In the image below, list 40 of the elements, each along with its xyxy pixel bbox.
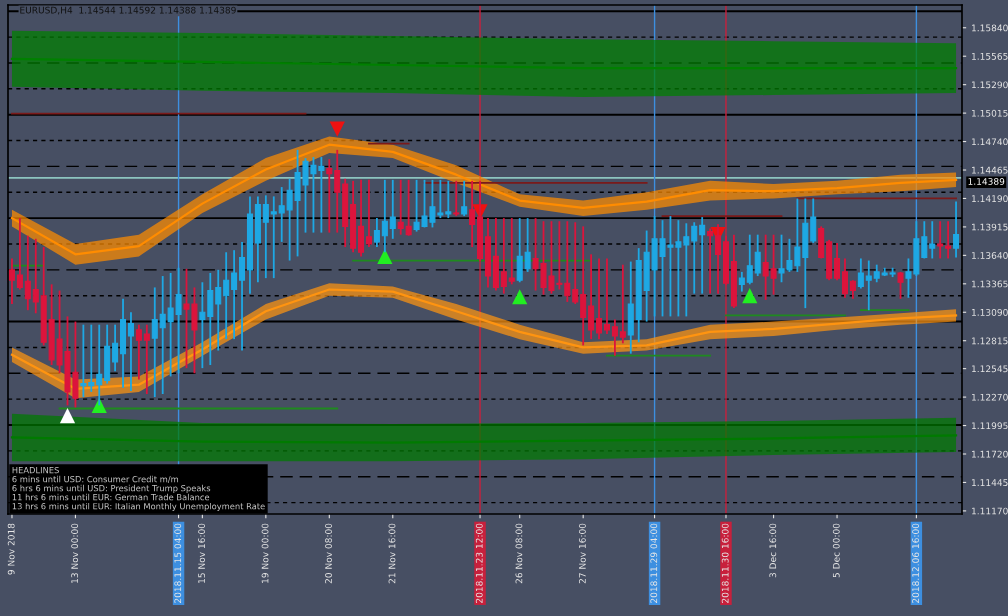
annotation: 13 hrs 6 mins until EUR: Italian Monthly Unemployment Rate xyxy=(12,502,265,511)
y-tick-label: 1.12270 xyxy=(972,393,1008,401)
x-tick-label: 2018.11.30 16:00 xyxy=(721,523,729,603)
y-tick-label: 1.14465 xyxy=(972,166,1008,174)
y-tick-label: 1.11170 xyxy=(972,507,1008,515)
x-tick-label: 2018.12.06 16:00 xyxy=(912,523,919,603)
annotation: 6 mins until USD: Consumer Credit m/m xyxy=(12,475,179,483)
y-tick-label: 1.15840 xyxy=(972,24,1008,32)
annotation: 6 hrs 6 mins until USD: President Trump Speaks xyxy=(12,484,211,493)
y-tick-label: 1.12815 xyxy=(972,337,1008,345)
x-tick-label: 5 Dec 00:00 xyxy=(832,523,840,578)
x-tick-label: 2018.11.15 04:00 xyxy=(174,523,182,603)
x-tick-label: 3 Dec 16:00 xyxy=(769,523,777,578)
chart-title: EURUSD,H4 1.14544 1.14592 1.14388 1.14389 xyxy=(20,6,236,15)
x-tick-label: 27 Nov 16:00 xyxy=(578,523,586,584)
x-tick-label: 2018.11.23 12:00 xyxy=(475,523,483,603)
annotation: HEADLINES xyxy=(12,466,59,474)
y-tick-label: 1.13640 xyxy=(972,252,1008,259)
y-tick-label: 1.14740 xyxy=(972,138,1008,146)
y-tick-label: 1.11720 xyxy=(972,450,1008,458)
y-tick-label: 1.13090 xyxy=(972,308,1008,316)
y-tick-label: 1.15290 xyxy=(972,81,1008,89)
y-tick-label: 1.11995 xyxy=(972,422,1008,430)
ref-line-label: 1.14389 xyxy=(968,178,1005,185)
annotation: 11 hrs 6 mins until EUR: German Trade Balance xyxy=(12,493,210,501)
y-tick-label: 1.12545 xyxy=(972,365,1008,373)
y-tick-label: 1.14190 xyxy=(972,195,1008,203)
y-tick-label: 1.15015 xyxy=(972,109,1008,117)
y-tick-label: 1.13915 xyxy=(972,223,1008,231)
x-tick-label: 20 Nov 08:00 xyxy=(325,523,332,584)
x-tick-label: 21 Nov 16:00 xyxy=(388,523,396,584)
y-tick-label: 1.13365 xyxy=(972,280,1008,288)
y-tick-label: 1.15565 xyxy=(972,52,1008,60)
x-tick-label: 15 Nov 16:00 xyxy=(198,523,205,583)
x-tick-label: 13 Nov 00:00 xyxy=(71,523,79,583)
x-tick-label: 2018.11.29 04:00 xyxy=(650,523,658,603)
y-tick-label: 1.11445 xyxy=(972,479,1008,486)
x-tick-label: 19 Nov 00:00 xyxy=(261,523,269,583)
x-tick-label: 26 Nov 08:00 xyxy=(515,523,523,584)
x-tick-label: 9 Nov 2018 xyxy=(7,523,15,575)
